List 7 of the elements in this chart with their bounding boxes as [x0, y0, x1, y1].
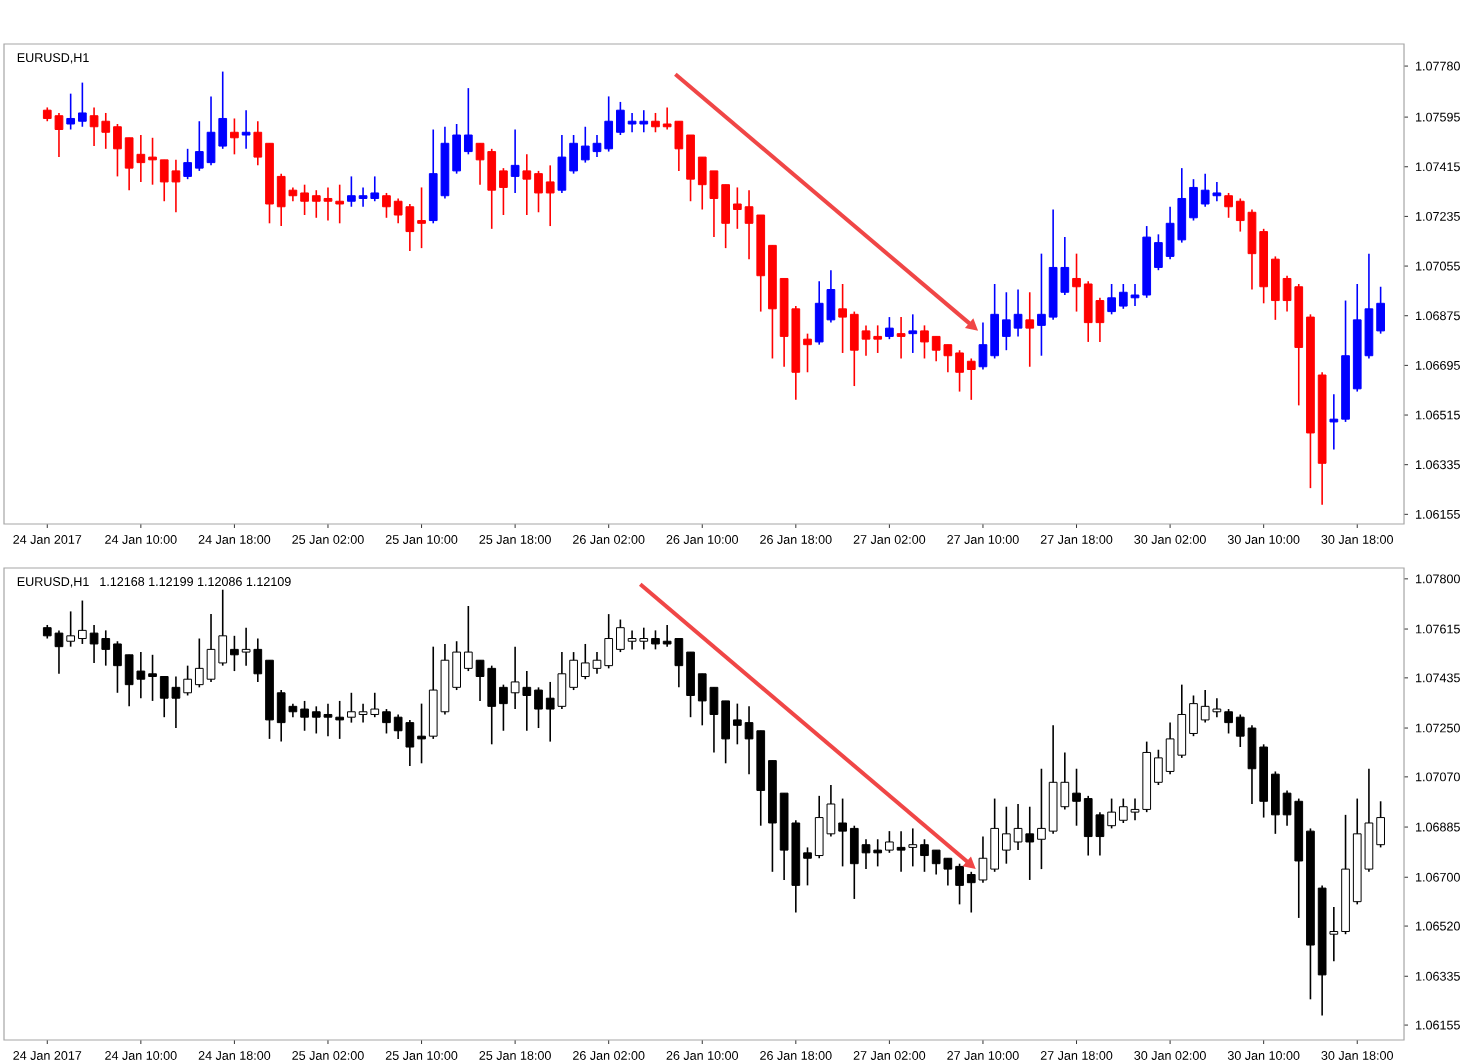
candlestick — [241, 109, 251, 150]
candlestick — [1025, 291, 1035, 368]
candlestick — [510, 128, 520, 194]
candlestick — [908, 313, 918, 354]
candlestick — [230, 117, 239, 156]
candlestick — [885, 316, 894, 340]
candlestick — [896, 316, 906, 360]
